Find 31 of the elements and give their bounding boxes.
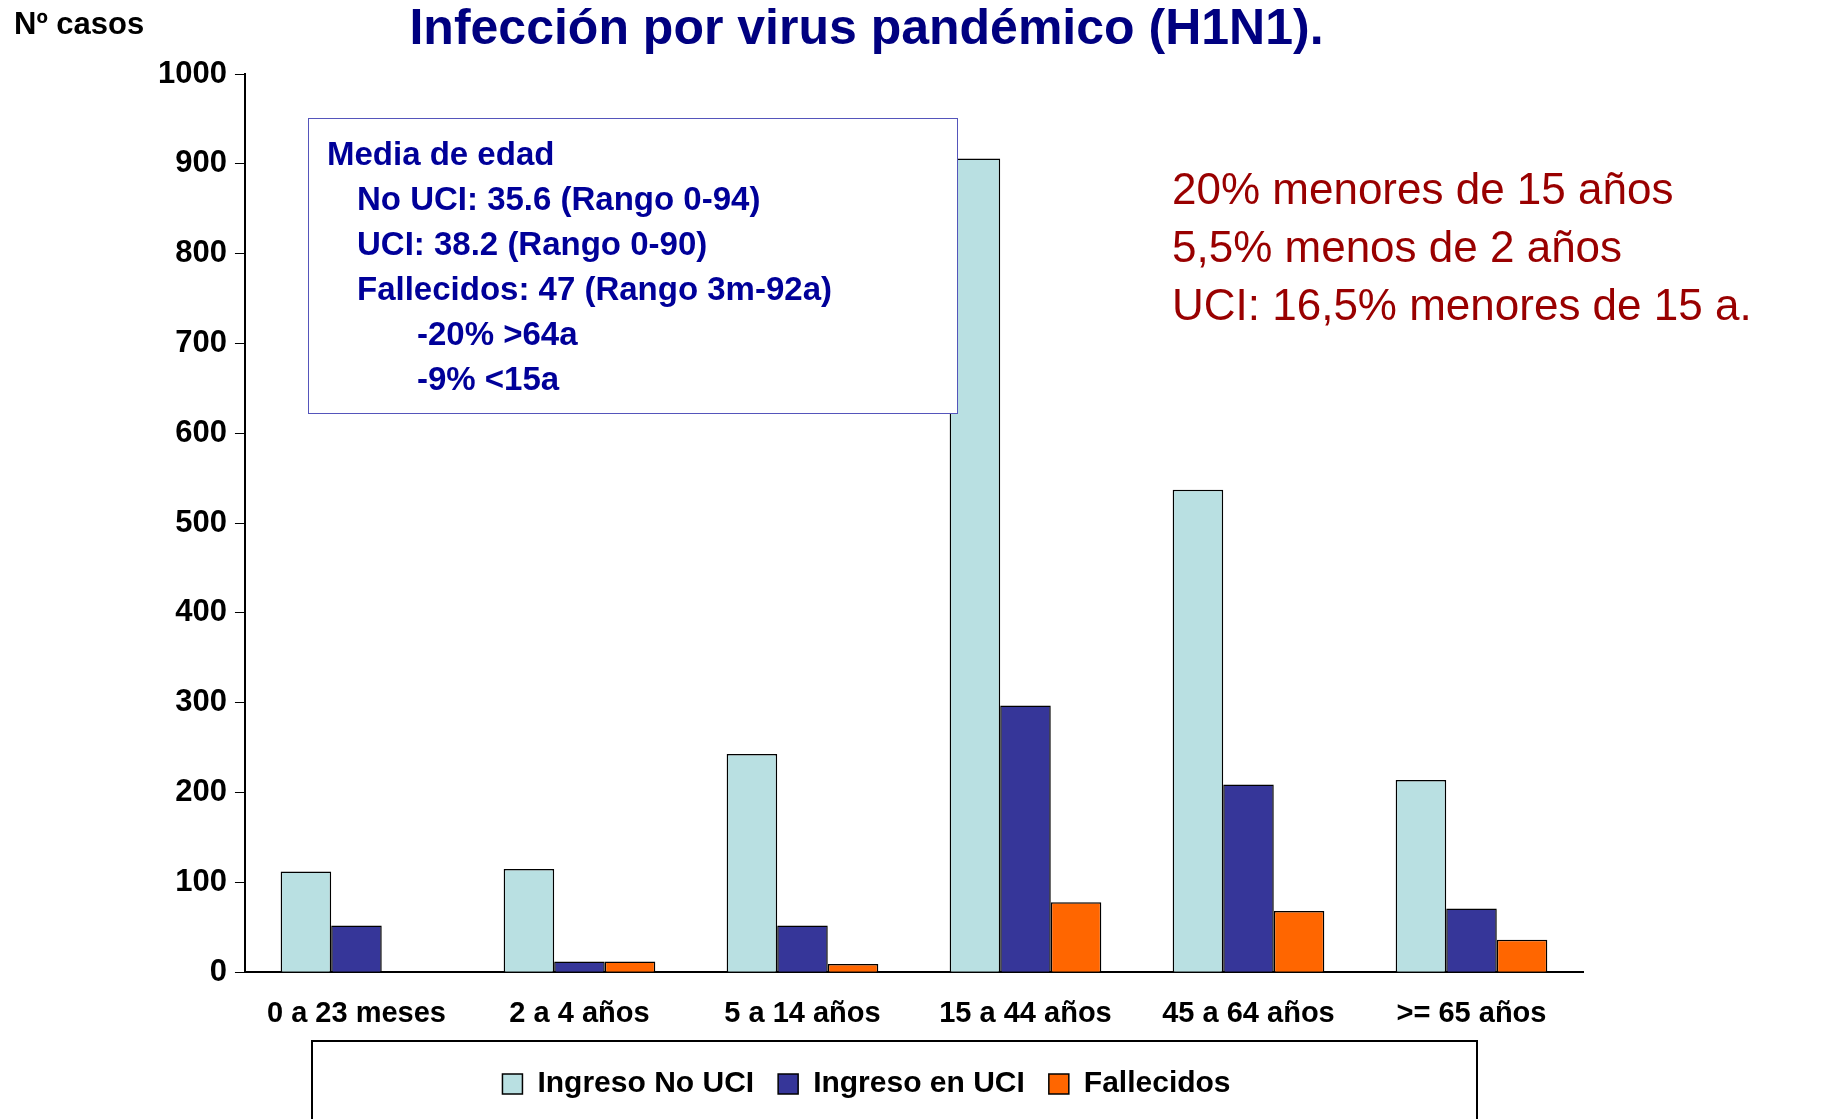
annotation: -9% <15a: [416, 359, 561, 399]
y-tick-label: 0: [209, 952, 227, 988]
annotation: 5,5% menos de 2 años: [1172, 221, 1624, 273]
annotation: 20% menores de 15 años: [1172, 163, 1675, 215]
x-tick-label: 0 a 23 meses: [266, 995, 446, 1028]
y-tick-label: 300: [175, 683, 227, 719]
y-tick-label: 500: [175, 503, 227, 539]
y-tick-label: 900: [175, 144, 227, 180]
annotation: UCI: 16,5% menores de 15 a.: [1172, 279, 1752, 331]
annotation: Media de edad: [327, 134, 556, 174]
y-axis-title: Nº casos: [14, 6, 145, 42]
y-tick-label: 100: [175, 862, 227, 898]
x-tick-label: 2 a 4 años: [509, 995, 650, 1028]
x-tick-label: 45 a 64 años: [1162, 995, 1335, 1028]
x-tick-label: 5 a 14 años: [724, 995, 881, 1028]
annotation: Fallecidos: 47 (Rango 3m-92a): [356, 269, 833, 309]
legend-label: Ingreso No UCI: [537, 1065, 755, 1099]
legend-label: Ingreso en UCI: [813, 1065, 1025, 1099]
y-tick-label: 1000: [157, 54, 227, 90]
x-tick-label: >= 65 años: [1396, 995, 1547, 1028]
annotation: No UCI: 35.6 (Rango 0-94): [356, 179, 762, 219]
chart-title: Infección por virus pandémico (H1N1).: [409, 0, 1324, 55]
y-tick-label: 400: [175, 593, 227, 629]
y-tick-label: 700: [175, 324, 227, 360]
y-tick-label: 600: [175, 413, 227, 449]
annotation: UCI: 38.2 (Rango 0-90): [356, 224, 709, 264]
annotation: -20% >64a: [416, 314, 579, 354]
y-tick-label: 800: [175, 234, 227, 270]
y-tick-label: 200: [175, 773, 227, 809]
legend-label: Fallecidos: [1083, 1065, 1231, 1099]
x-tick-label: 15 a 44 años: [939, 995, 1112, 1028]
